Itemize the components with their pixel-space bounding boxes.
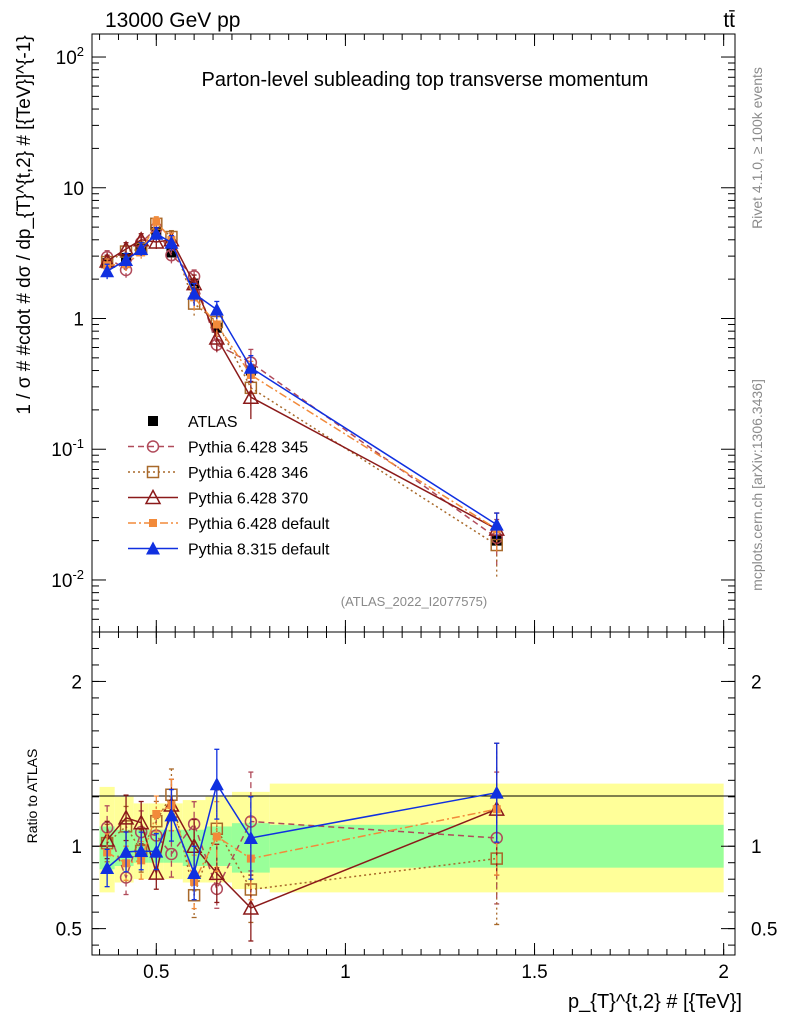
ratio-tick-label-right: 1 (751, 837, 762, 858)
series-4-main-point (489, 517, 504, 531)
series-2-main-point (208, 329, 226, 345)
series-0-main-line (106, 227, 498, 539)
series-2-ratio-point (117, 809, 135, 825)
series-4-main-point (164, 235, 179, 249)
legend-marker-4 (146, 541, 160, 555)
series-3-main-line (107, 220, 498, 530)
series-4-ratio-point (187, 865, 202, 879)
series-4-ratio-point (209, 777, 224, 791)
series-4-ratio-point (119, 844, 134, 858)
legend-marker-0 (146, 440, 160, 453)
y-tick-label: 1 (73, 309, 84, 330)
ratio-tick-label-left: 2 (71, 672, 82, 693)
ratio-series-group (98, 742, 505, 942)
x-axis-label: p_{T}^{t,2} # [{TeV}] (568, 991, 742, 1013)
legend-label-1: Pythia 6.428 346 (188, 465, 308, 482)
series-4-main-point (119, 253, 134, 267)
series-0-ratio-point (165, 847, 178, 861)
legend-label-4: Pythia 8.315 default (188, 542, 330, 559)
legend-label-3: Pythia 6.428 default (188, 516, 330, 533)
series-4-main-point (187, 286, 202, 300)
ratio-plot-frame (91, 631, 736, 956)
header-energy-label: 13000 GeV pp (105, 9, 240, 32)
series-2-ratio-point (208, 864, 226, 881)
ratio-tick-label-left: 1 (71, 837, 82, 858)
rivet-version-label: Rivet 4.1.0, ≥ 100k events (749, 67, 765, 229)
series-2-main-line (106, 238, 498, 530)
analysis-label: (ATLAS_2022_I2077575) (341, 594, 487, 609)
legend-atlas-label: ATLAS (188, 414, 238, 431)
series-4-ratio-point (149, 844, 164, 858)
series-4-ratio-point (134, 843, 149, 857)
series-4-main-point (209, 302, 224, 316)
series-2-ratio-point (148, 864, 165, 880)
chart-title: Parton-level subleading top transverse m… (202, 69, 649, 91)
y-tick-label: 10-2 (51, 567, 84, 592)
y-tick-label: 10 (63, 179, 84, 200)
legend-marker-1 (146, 465, 160, 479)
series-3-main-point (152, 217, 161, 226)
y-tick-label: 102 (56, 44, 84, 69)
series-2-main-point (242, 388, 260, 404)
y-tick-label: 10-1 (51, 436, 84, 461)
legend-atlas-marker (148, 416, 158, 426)
series-3-ratio-point (212, 832, 221, 841)
inner-band-segment (163, 829, 183, 863)
legend-marker-2 (144, 488, 162, 505)
series-4-main-point (100, 264, 115, 278)
series-2-main-point (148, 233, 165, 249)
series-2-ratio-point (242, 899, 260, 915)
main-series-group (98, 216, 505, 578)
mcplots-source-label: mcplots.cern.ch [arXiv:1306.3436] (749, 379, 765, 591)
x-tick-label: 1 (340, 962, 351, 983)
legend-label-2: Pythia 6.428 370 (188, 491, 308, 508)
series-4-ratio-point (100, 861, 115, 875)
series-4-main-point (134, 242, 149, 256)
series-4-ratio-point (164, 808, 179, 822)
series-3-ratio-point (152, 809, 161, 818)
series-4-ratio-point (243, 830, 258, 844)
legend: ATLAS Pythia 6.428 345 Pythia 6.428 346 Pyt… (128, 414, 330, 559)
x-tick-label: 1.5 (521, 962, 547, 983)
legend-label-0: Pythia 6.428 345 (188, 440, 308, 457)
axis-ticks: 0.5 1 1.5 2 10-2 10-1 1 10 102 0.5 0.5 1 1 2 2 (51, 34, 777, 983)
ratio-tick-label-right: 2 (751, 672, 762, 693)
header-process-label: tt̄ (723, 9, 735, 32)
series-4-main-point (149, 226, 164, 240)
series-4-ratio-point (489, 785, 504, 799)
y-axis-label-main: 1 / σ # #cdot # dσ / dp_{T}^{t,2} # [{Te… (14, 35, 35, 414)
series-2-ratio-point (132, 814, 150, 830)
ratio-tick-label-right: 0.5 (751, 920, 777, 941)
ratio-tick-label-left: 0.5 (56, 920, 82, 941)
series-3-main-point (212, 320, 221, 329)
x-tick-label: 0.5 (143, 962, 169, 983)
series-4-main-point (243, 360, 258, 374)
legend-marker-3 (149, 519, 157, 527)
x-tick-label: 2 (718, 962, 729, 983)
y-axis-label-ratio: Ratio to ATLAS (24, 749, 40, 844)
